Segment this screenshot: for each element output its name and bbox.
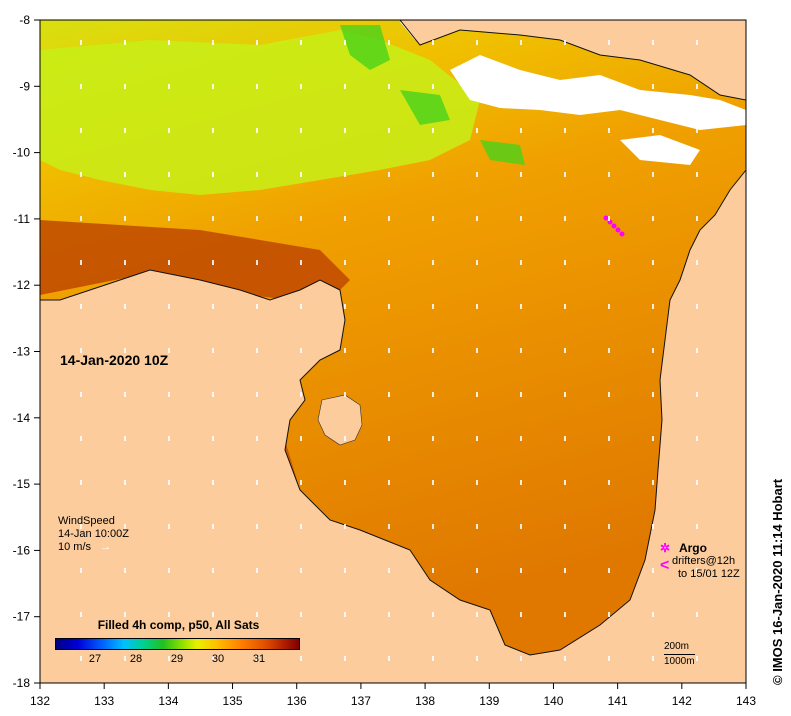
land-north-coast	[400, 20, 746, 100]
x-tick-label: 136	[287, 694, 307, 708]
colorbar-ticks: 27 28 29 30 31	[55, 653, 300, 667]
y-tick-label: -8	[19, 13, 30, 27]
y-axis: -8 -9 -10 -11 -12 -13 -14 -15 -16 -17 -18	[13, 13, 40, 690]
colorbar-tick: 29	[170, 653, 184, 665]
x-axis: 132 133 134 135 136 137 138 139 140 141 142 143	[30, 683, 756, 708]
x-tick-label: 143	[736, 694, 756, 708]
coastline	[40, 169, 746, 656]
green-patches	[340, 25, 525, 165]
island-groote	[317, 394, 363, 446]
map-plot-area	[40, 20, 746, 683]
colorbar-legend: Filled 4h comp, p50, All Sats 27 28 29 30 31	[55, 618, 300, 667]
wind-legend: WindSpeed 14-Jan 10:00Z 10 m/s →	[58, 515, 129, 554]
depth-200m: 200m	[664, 641, 690, 652]
x-tick-label: 139	[479, 694, 499, 708]
argo-track-icon: <	[660, 557, 670, 574]
argo-label: Argo	[678, 541, 707, 555]
land-west-coast	[40, 170, 746, 683]
wind-title: WindSpeed	[58, 515, 115, 527]
credit-text: © IMOS 16-Jan-2020 11:14 Hobart	[770, 478, 785, 685]
x-tick-label: 134	[158, 694, 178, 708]
wind-scale-label: 10 m/s	[58, 541, 92, 553]
argo-line2: to 15/01 12Z	[678, 568, 740, 580]
depth-1000m: 1000m	[664, 654, 695, 667]
date-label: 14-Jan-2020 10Z	[60, 352, 169, 368]
colorbar	[55, 638, 300, 650]
y-tick-label: -12	[13, 278, 31, 292]
cool-plume	[40, 30, 480, 195]
x-tick-label: 137	[351, 694, 371, 708]
nodata-north	[400, 22, 700, 165]
x-tick-label: 133	[94, 694, 114, 708]
colorbar-tick: 28	[129, 653, 143, 665]
argo-track	[603, 215, 625, 237]
y-tick-label: -17	[13, 610, 31, 624]
x-tick-label: 138	[415, 694, 435, 708]
x-tick-label: 135	[223, 694, 243, 708]
y-tick-label: -14	[13, 411, 31, 425]
x-tick-label: 132	[30, 694, 50, 708]
argo-line1: drifters@12h	[672, 555, 736, 567]
argo-marker-icon: ✲	[660, 541, 671, 555]
wind-arrow-field	[80, 40, 698, 661]
coastline-north	[399, 20, 746, 101]
y-tick-label: -15	[13, 477, 31, 491]
warm-coastal-band	[40, 220, 350, 300]
x-tick-label: 140	[543, 694, 563, 708]
nodata-region	[450, 55, 746, 130]
colorbar-tick: 30	[211, 653, 225, 665]
depth-legend: 200m 1000m	[664, 640, 695, 669]
colorbar-title: Filled 4h comp, p50, All Sats	[97, 618, 260, 632]
x-tick-label: 142	[672, 694, 692, 708]
colorbar-tick: 31	[252, 653, 266, 665]
argo-legend: ✲ Argo drifters@12h < to 15/01 12Z	[660, 542, 740, 581]
y-tick-label: -9	[19, 79, 30, 93]
colorbar-tick: 27	[88, 653, 102, 665]
wind-scale: 10 m/s →	[58, 541, 129, 554]
wind-time: 14-Jan 10:00Z	[58, 528, 129, 540]
y-tick-label: -13	[13, 345, 31, 359]
arrow-right-icon: →	[100, 541, 112, 553]
y-tick-label: -16	[13, 543, 31, 557]
y-tick-label: -18	[13, 676, 31, 690]
x-tick-label: 141	[608, 694, 628, 708]
y-tick-label: -10	[13, 146, 31, 160]
y-tick-label: -11	[14, 212, 31, 226]
